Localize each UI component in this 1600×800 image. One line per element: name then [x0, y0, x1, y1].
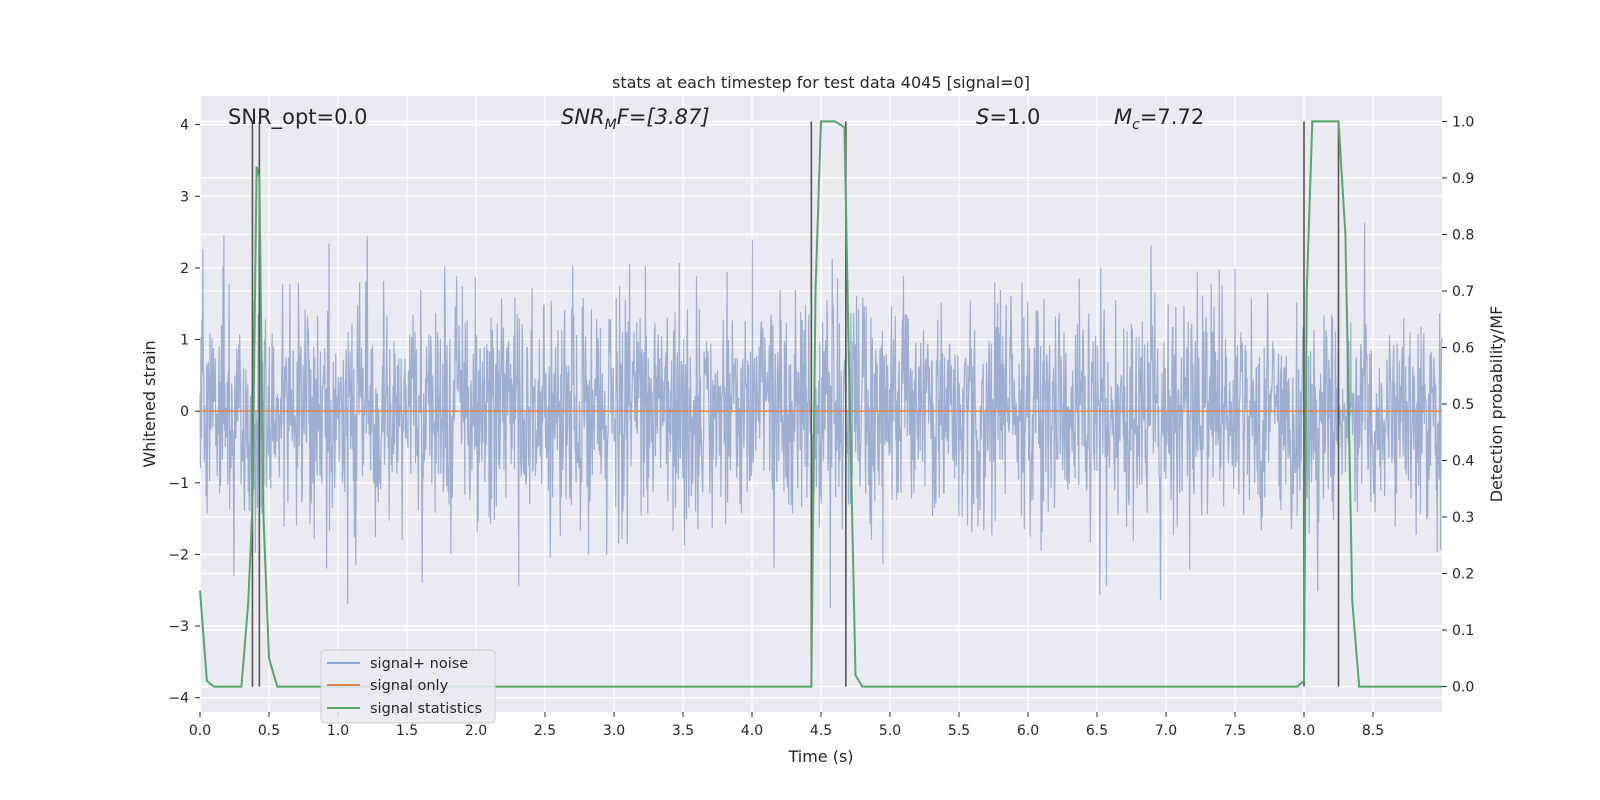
y-axis-label-right: Detection probability/MF: [1487, 306, 1506, 503]
x-tick-label: 6.5: [1086, 723, 1108, 739]
y-tick-label: 2: [180, 261, 189, 277]
annotation-mc-sub: c: [1132, 117, 1140, 133]
legend-label-signal-plus-noise: signal+ noise: [370, 656, 468, 672]
annotation-snr-mf-rest: F=[3.87]: [617, 105, 710, 129]
annotation-s-rest: =1.0: [989, 105, 1040, 129]
annotation-mc-main: M: [1114, 105, 1132, 129]
noise-line: [199, 222, 1443, 609]
legend-box: [320, 649, 496, 724]
legend: signal+ noise signal only signal statist…: [320, 649, 496, 724]
y-right-tick-label: 0.3: [1452, 510, 1474, 526]
annotation-s: S=1.0: [976, 105, 1040, 129]
y-right-tick-label: 0.7: [1452, 284, 1474, 300]
y-axis-label-left: Whitened strain: [140, 340, 159, 467]
x-tick-label: 3.0: [603, 723, 625, 739]
y-tick-label: −1: [168, 476, 189, 492]
x-tick-label: 2.0: [465, 723, 487, 739]
x-tick-label: 5.0: [879, 723, 901, 739]
annotation-snr-mf: SNRMF=[3.87]: [561, 105, 710, 133]
annotation-snr-mf-sub: M: [605, 117, 617, 133]
y-right-tick-label: 0.0: [1452, 680, 1474, 696]
y-tick-label: 4: [180, 118, 189, 134]
y-tick-labels-left: 4 3 2 1 0 −1 −2 −3 −4: [168, 118, 200, 707]
x-tick-label: 7.0: [1155, 723, 1177, 739]
x-tick-label: 5.5: [948, 723, 970, 739]
y-right-tick-label: 0.4: [1452, 454, 1474, 470]
y-right-tick-label: 1.0: [1452, 114, 1474, 130]
legend-label-signal-statistics: signal statistics: [370, 701, 482, 717]
x-tick-label: 4.0: [741, 723, 763, 739]
x-tick-label: 8.0: [1293, 723, 1315, 739]
x-tick-label: 4.5: [810, 723, 832, 739]
y-tick-label: −2: [168, 547, 189, 563]
x-axis-label: Time (s): [787, 747, 853, 766]
x-tick-labels: 0.0 0.5 1.0 1.5 2.0 2.5 3.0 3.5 4.0 4.5 5.0 5.5 6.0 6…: [189, 712, 1384, 739]
y-right-tick-label: 0.5: [1452, 397, 1474, 413]
annotation-mc-rest: =7.72: [1140, 105, 1204, 129]
y-tick-label: −4: [168, 691, 189, 707]
signal-statistics-line: [199, 120, 1442, 688]
y-right-tick-label: 0.9: [1452, 171, 1474, 187]
x-tick-label: 3.5: [672, 723, 694, 739]
y-right-tick-label: 0.8: [1452, 227, 1474, 243]
annotation-snr-opt: SNR_opt=0.0: [228, 105, 368, 130]
x-tick-label: 2.5: [534, 723, 556, 739]
annotation-mc: Mc=7.72: [1114, 105, 1204, 133]
y-tick-label: −3: [168, 619, 189, 635]
x-tick-label: 7.5: [1224, 723, 1246, 739]
y-right-tick-label: 0.2: [1452, 567, 1474, 583]
y-right-tick-label: 0.1: [1452, 623, 1474, 639]
x-tick-label: 8.5: [1362, 723, 1384, 739]
y-tick-label: 1: [180, 333, 189, 349]
annotation-s-main: S: [976, 105, 989, 129]
series-signal-plus-noise: [199, 222, 1443, 609]
y-tick-label: 0: [180, 404, 189, 420]
x-tick-label: 1.0: [327, 723, 349, 739]
y-tick-labels-right: 1.0 0.9 0.8 0.7 0.6 0.5 0.4 0.3 0.2 0.1 0.0: [1442, 114, 1474, 696]
x-tick-label: 0.5: [258, 723, 280, 739]
y-right-tick-label: 0.6: [1452, 340, 1474, 356]
x-tick-label: 1.5: [396, 723, 418, 739]
x-tick-label: 6.0: [1017, 723, 1039, 739]
y-tick-label: 3: [180, 189, 189, 205]
x-tick-label: 0.0: [189, 723, 211, 739]
annotation-snr-mf-main: SNR: [561, 105, 605, 129]
legend-label-signal-only: signal only: [370, 678, 449, 694]
series-signal-statistics: [199, 120, 1442, 688]
chart-title: stats at each timestep for test data 404…: [612, 73, 1030, 92]
